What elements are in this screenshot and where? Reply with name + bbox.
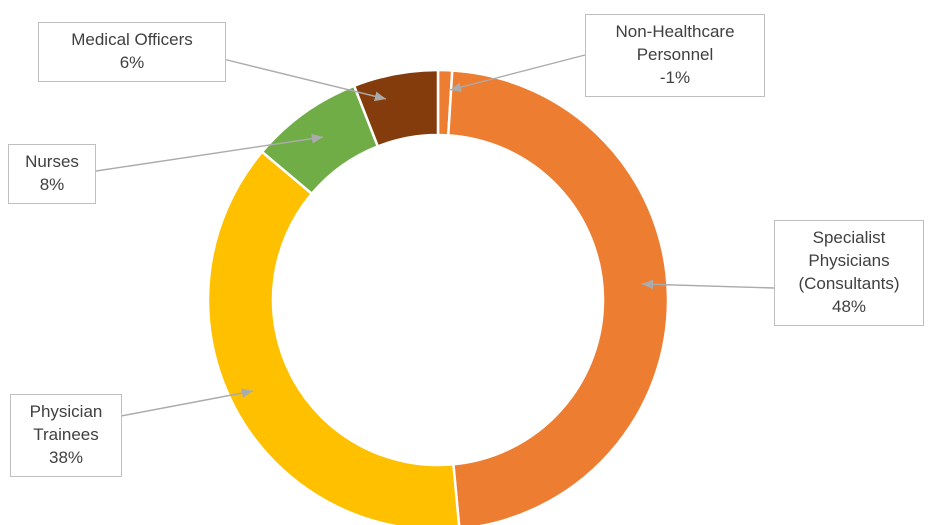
callout-label: Medical Officers [71, 30, 193, 49]
callout-label: Physician Trainees [29, 402, 103, 444]
callout-medical-officers: Medical Officers 6% [38, 22, 226, 82]
callout-label: Nurses [25, 152, 79, 171]
segment-specialist-physicians-consultants [446, 69, 670, 525]
callout-non-healthcare-personnel: Non-Healthcare Personnel -1% [585, 14, 765, 97]
callout-percent: 8% [39, 174, 65, 194]
segment-medical-officers [352, 68, 440, 148]
segment-physician-trainees [206, 150, 461, 525]
callout-physician-trainees: Physician Trainees 38% [10, 394, 122, 477]
leader-nurses [95, 133, 324, 172]
callout-percent: 48% [831, 296, 867, 316]
leader-specialist-physicians [641, 279, 775, 290]
callout-percent: -1% [659, 67, 691, 87]
callout-specialist-physicians: Specialist Physicians (Consultants) 48% [774, 220, 924, 326]
callout-label: Specialist Physicians (Consultants) [798, 228, 900, 293]
callout-label: Non-Healthcare Personnel [615, 22, 735, 64]
callout-nurses: Nurses 8% [8, 144, 96, 204]
callout-percent: 6% [119, 52, 145, 72]
leader-medical-officers [222, 58, 387, 102]
leader-physician-trainees [120, 388, 254, 417]
leader-non-healthcare-personnel [449, 54, 586, 92]
callout-percent: 38% [48, 447, 84, 467]
